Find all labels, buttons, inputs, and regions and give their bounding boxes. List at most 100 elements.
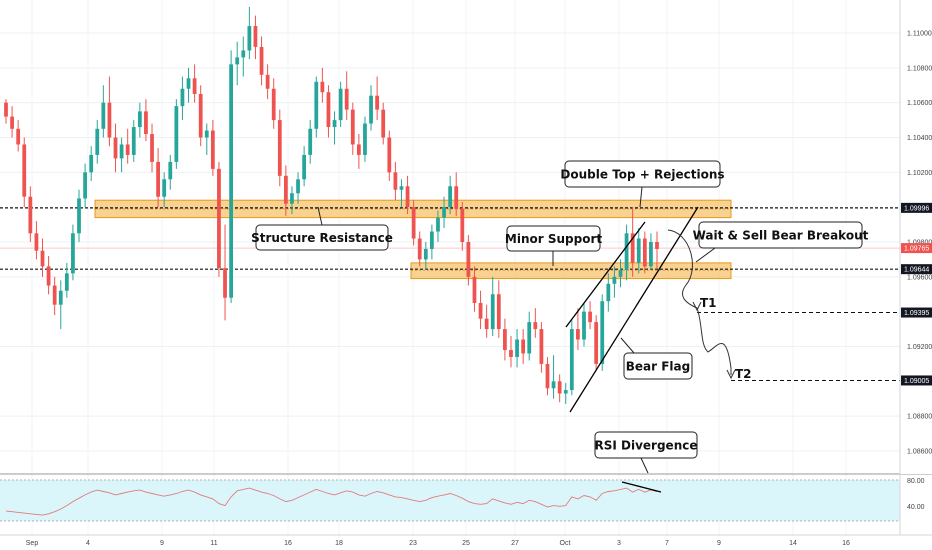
y-tick-label-9: 1.08600 <box>907 449 932 456</box>
candle-body-99 <box>606 283 611 302</box>
candle-body-66 <box>405 186 410 208</box>
candle-body-26 <box>162 179 167 197</box>
x-tick-label-14: 16 <box>842 540 850 547</box>
candle-body-62 <box>381 109 386 138</box>
candle-body-23 <box>144 111 148 135</box>
candle-75 <box>460 201 465 251</box>
candle-59 <box>363 116 367 162</box>
candle-11 <box>71 224 75 281</box>
candle-body-16 <box>101 102 106 129</box>
candle-body-24 <box>150 134 154 162</box>
candles <box>4 6 659 404</box>
candle-body-80 <box>490 294 495 330</box>
candle-21 <box>131 120 136 162</box>
x-tick-label-12: 9 <box>717 540 721 547</box>
candle-body-5 <box>34 233 39 251</box>
rsi-tick-80: 80.00 <box>907 478 925 485</box>
candle-82 <box>503 318 507 361</box>
x-tick-label-2: 9 <box>160 540 164 547</box>
candle-body-15 <box>95 128 100 155</box>
price-tag-bg-0 <box>901 202 932 213</box>
candle-97 <box>594 315 599 371</box>
candle-body-25 <box>156 161 160 197</box>
candle-0 <box>4 99 8 124</box>
candle-body-95 <box>582 311 586 340</box>
x-tick-label-7: 25 <box>462 540 470 547</box>
candle-body-68 <box>417 238 422 260</box>
annotation-3: Wait & Sell Bear Breakout <box>693 221 869 263</box>
annotation-text-3: Wait & Sell Bear Breakout <box>693 229 869 243</box>
rsi-axis-bg <box>900 475 932 535</box>
candle-85 <box>521 329 526 364</box>
candle-17 <box>107 76 112 147</box>
candle-body-22 <box>137 111 142 128</box>
candle-14 <box>89 146 94 182</box>
annotation-text-2: Minor Support <box>505 232 602 246</box>
price-tag-bg-1 <box>901 243 932 254</box>
flag-lower-line <box>569 206 699 413</box>
candle-body-75 <box>460 208 465 242</box>
candle-53 <box>326 85 331 138</box>
candle-body-20 <box>125 144 130 155</box>
candle-22 <box>137 102 142 138</box>
x-tick-label-4: 16 <box>284 540 292 547</box>
y-tick-label-8: 1.08800 <box>907 414 932 421</box>
candle-30 <box>186 67 191 103</box>
candle-45 <box>277 109 282 187</box>
candle-body-74 <box>454 186 459 209</box>
t2-label: T2 <box>735 367 752 381</box>
candle-body-98 <box>600 301 605 364</box>
candle-body-51 <box>314 81 319 129</box>
candle-body-18 <box>113 137 118 159</box>
candle-105 <box>642 231 647 274</box>
price-tag-bg-2 <box>901 264 932 275</box>
candle-81 <box>496 280 501 338</box>
candle-body-11 <box>71 233 75 274</box>
candle-72 <box>442 196 446 229</box>
candle-107 <box>655 231 659 269</box>
candle-38 <box>235 41 240 86</box>
candle-56 <box>344 71 349 121</box>
candle-65 <box>399 179 404 208</box>
rsi-divergence-line <box>621 481 662 493</box>
candle-body-39 <box>241 50 246 58</box>
candle-94 <box>576 308 580 350</box>
annotation-pointer-4 <box>620 337 635 354</box>
candle-body-61 <box>375 95 380 110</box>
candle-body-19 <box>119 144 124 159</box>
x-axis-bg <box>0 535 932 550</box>
y-axis: 1.11000 1.10800 1.10600 1.10400 1.10200 1.098… <box>899 0 932 535</box>
candle-body-73 <box>448 186 453 208</box>
candle-25 <box>156 147 160 208</box>
candle-body-53 <box>326 92 331 128</box>
candle-101 <box>618 259 623 288</box>
candle-37 <box>229 50 233 303</box>
projection-path-2 <box>696 307 732 375</box>
candle-69 <box>423 242 428 270</box>
candle-body-33 <box>204 130 209 138</box>
candle-body-46 <box>283 175 288 204</box>
candle-body-96 <box>588 311 592 323</box>
candle-body-94 <box>576 329 580 340</box>
candle-body-104 <box>636 238 641 263</box>
candle-body-106 <box>649 242 653 267</box>
candle-9 <box>58 280 63 330</box>
candle-55 <box>338 81 343 128</box>
candle-18 <box>113 123 118 173</box>
candle-66 <box>405 175 410 215</box>
t1-arrowhead <box>692 301 702 312</box>
candle-body-93 <box>569 329 574 391</box>
candle-103 <box>630 207 635 277</box>
annotation-1: Structure Resistance <box>251 206 393 251</box>
candle-body-45 <box>277 120 282 176</box>
y-tick-label-3: 1.10400 <box>907 135 932 142</box>
candle-body-56 <box>344 88 349 110</box>
annotation-box-4 <box>623 352 693 380</box>
candle-91 <box>557 374 562 403</box>
candle-83 <box>509 336 513 368</box>
candle-body-47 <box>290 193 294 204</box>
candle-2 <box>16 120 21 152</box>
candle-84 <box>515 329 519 368</box>
candle-42 <box>259 36 264 86</box>
